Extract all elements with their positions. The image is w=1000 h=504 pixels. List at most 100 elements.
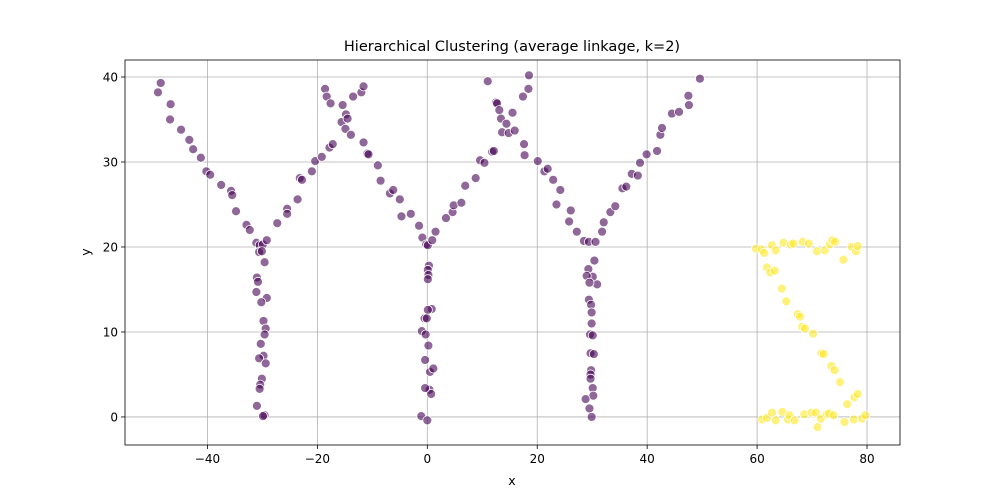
scatter-point: [828, 410, 839, 421]
scatter-point: [479, 157, 490, 168]
y-tick-label: 20: [103, 240, 118, 254]
scatter-point: [251, 287, 262, 297]
scatter-point: [835, 377, 845, 388]
scatter-point: [430, 226, 441, 237]
scatter-point: [598, 217, 609, 228]
scatter-point: [426, 389, 437, 399]
scatter-point: [509, 125, 520, 136]
scatter-point: [564, 216, 575, 227]
scatter-point: [470, 173, 481, 184]
scatter-point: [254, 353, 265, 364]
scatter-point: [254, 384, 265, 394]
x-tick-label: −40: [195, 452, 220, 466]
scatter-point: [348, 91, 359, 102]
scatter-point: [803, 238, 814, 249]
scatter-point: [260, 358, 271, 369]
scatter-point: [327, 139, 338, 150]
scatter-point: [586, 307, 597, 318]
scatter-point: [829, 365, 840, 376]
scatter-point: [488, 146, 499, 156]
scatter-point: [767, 407, 777, 418]
scatter-point: [621, 181, 632, 192]
scatter-point: [695, 73, 705, 84]
scatter-point: [839, 417, 850, 427]
scatter-point: [781, 296, 792, 307]
scatter-point: [800, 323, 810, 334]
scatter-point: [842, 399, 853, 410]
scatter-point: [337, 100, 348, 110]
scatter-point: [789, 415, 800, 426]
scatter-point: [808, 328, 819, 339]
scatter-point: [396, 211, 407, 222]
scatter-point: [292, 194, 303, 205]
scatter-point: [259, 329, 270, 340]
scatter-point: [227, 190, 238, 201]
scatter-point: [423, 340, 434, 351]
scatter-point: [261, 235, 272, 246]
scatter-point: [652, 146, 662, 156]
scatter-point: [244, 225, 255, 235]
scatter-point: [542, 163, 553, 174]
y-tick-label: 30: [103, 155, 118, 169]
scatter-point: [587, 330, 598, 341]
x-axis-label: x: [508, 473, 515, 488]
scatter-point: [597, 226, 607, 237]
x-tick-label: 20: [530, 452, 545, 466]
scatter-point: [258, 411, 268, 422]
scatter-point: [252, 401, 262, 411]
scatter-point: [256, 297, 267, 308]
scatter-point: [255, 338, 266, 349]
scatter-point: [231, 206, 241, 217]
scatter-point: [641, 149, 652, 160]
scatter-point: [838, 254, 849, 265]
scatter-point: [405, 208, 416, 219]
scatter-point: [795, 311, 805, 322]
scatter-point: [358, 137, 369, 148]
scatter-point: [610, 201, 621, 212]
scatter-point: [422, 415, 433, 426]
scatter-point: [518, 91, 528, 102]
scatter-point: [195, 152, 206, 163]
scatter-point: [253, 276, 263, 287]
scatter-point: [340, 123, 351, 134]
y-tick-label: 40: [103, 70, 118, 84]
scatter-point: [812, 422, 823, 433]
scatter-point: [589, 255, 600, 266]
scatter-point: [272, 218, 283, 229]
scatter-point: [635, 157, 645, 168]
scatter-point: [388, 185, 399, 195]
scatter-point: [818, 349, 829, 359]
scatter-point: [770, 415, 781, 426]
scatter-point: [684, 100, 694, 110]
scatter-point: [363, 149, 374, 160]
scatter-point: [532, 156, 543, 167]
scatter-point: [297, 174, 307, 185]
scatter-point: [494, 105, 505, 116]
scatter-point: [414, 220, 424, 231]
grid: [125, 60, 900, 445]
scatter-point: [188, 144, 199, 155]
scatter-point: [306, 166, 317, 177]
scatter-point: [565, 205, 576, 216]
scatter-point: [346, 129, 356, 140]
scatter-point: [524, 70, 534, 81]
scatter-point: [375, 175, 386, 186]
chart-title: Hierarchical Clustering (average linkage…: [344, 39, 680, 55]
scatter-points: [153, 70, 871, 433]
scatter-point: [176, 124, 186, 135]
scatter-point: [523, 83, 534, 94]
scatter-point: [316, 151, 327, 162]
scatter-point: [441, 213, 451, 223]
x-tick-label: 0: [423, 452, 431, 466]
scatter-point: [358, 81, 369, 92]
scatter-point: [325, 98, 336, 109]
scatter-point: [759, 248, 770, 258]
scatter-point: [428, 363, 439, 374]
scatter-point: [788, 238, 799, 249]
scatter-point: [422, 304, 433, 315]
x-tick-label: −20: [305, 452, 330, 466]
scatter-point: [588, 349, 599, 359]
scatter-point: [155, 78, 166, 88]
scatter-point: [205, 169, 216, 180]
